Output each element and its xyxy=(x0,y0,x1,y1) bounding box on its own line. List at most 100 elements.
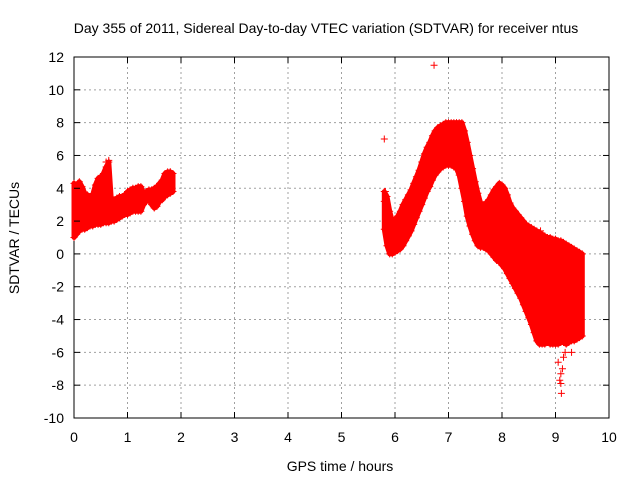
y-tick-label: 2 xyxy=(56,213,64,229)
data-point xyxy=(511,284,519,292)
y-tick-label: 12 xyxy=(48,49,64,65)
data-point xyxy=(557,380,565,388)
data-point xyxy=(485,196,493,204)
y-tick-label: 6 xyxy=(56,147,64,163)
data-point xyxy=(380,197,388,205)
data-point xyxy=(509,279,517,287)
data-point xyxy=(423,188,431,196)
data-point xyxy=(501,265,509,273)
data-point xyxy=(503,270,511,278)
data-point xyxy=(75,178,83,186)
y-axis-label: SDTVAR / TECUs xyxy=(6,182,22,294)
y-tick-label: 0 xyxy=(56,246,64,262)
data-point xyxy=(455,171,463,179)
data-point xyxy=(415,207,423,215)
data-point xyxy=(561,348,569,356)
data-point xyxy=(153,202,161,210)
data-point xyxy=(458,184,466,192)
data-point xyxy=(415,166,423,174)
data-point xyxy=(145,196,153,204)
data-point xyxy=(517,294,525,302)
data-point xyxy=(78,183,86,191)
data-point xyxy=(506,199,514,207)
data-point xyxy=(527,320,535,328)
x-tick-label: 9 xyxy=(552,429,560,445)
data-point xyxy=(537,227,545,235)
data-point xyxy=(402,237,410,245)
data-point xyxy=(89,191,97,199)
x-tick-label: 2 xyxy=(177,429,185,445)
y-tick-label: 10 xyxy=(48,82,64,98)
data-point xyxy=(522,307,530,315)
y-tick-label: -4 xyxy=(52,312,65,328)
data-point xyxy=(530,329,538,337)
x-tick-label: 7 xyxy=(445,429,453,445)
x-tick-label: 1 xyxy=(124,429,132,445)
y-tick-label: 4 xyxy=(56,180,64,196)
data-point xyxy=(386,207,394,215)
x-tick-label: 3 xyxy=(231,429,239,445)
x-tick-label: 8 xyxy=(498,429,506,445)
data-point xyxy=(556,376,564,384)
data-point xyxy=(166,168,174,176)
data-point xyxy=(463,212,471,220)
data-point xyxy=(404,191,412,199)
data-point xyxy=(158,176,166,184)
data-point xyxy=(557,370,565,378)
data-point xyxy=(471,178,479,186)
data-point xyxy=(461,127,469,135)
data-point xyxy=(525,314,533,322)
x-tick-label: 0 xyxy=(70,429,78,445)
x-tick-label: 6 xyxy=(391,429,399,445)
data-point xyxy=(519,301,527,309)
data-point xyxy=(487,191,495,199)
data-point xyxy=(503,191,511,199)
x-tick-label: 10 xyxy=(601,429,617,445)
data-point xyxy=(402,196,410,204)
data-point xyxy=(426,183,434,191)
data-point xyxy=(383,242,391,250)
data-point xyxy=(469,165,477,173)
x-tick-label: 4 xyxy=(284,429,292,445)
data-point xyxy=(420,150,428,158)
data-point xyxy=(412,173,420,181)
data-point xyxy=(412,214,420,222)
data-point xyxy=(466,222,474,230)
x-axis-label: GPS time / hours xyxy=(287,458,394,474)
data-point xyxy=(501,184,509,192)
data-point xyxy=(169,188,177,196)
data-point xyxy=(430,61,438,69)
data-point xyxy=(474,189,482,197)
data-point xyxy=(380,135,388,143)
data-point xyxy=(428,132,436,140)
chart-title: Day 355 of 2011, Sidereal Day-to-day VTE… xyxy=(74,20,578,36)
data-point xyxy=(420,194,428,202)
x-tick-label: 5 xyxy=(338,429,346,445)
data-point xyxy=(410,179,418,187)
data-point xyxy=(99,170,107,178)
data-point xyxy=(560,353,568,361)
data-point xyxy=(568,348,576,356)
data-point xyxy=(407,186,415,194)
data-point xyxy=(381,188,389,196)
data-point xyxy=(458,119,466,127)
data-point xyxy=(404,232,412,240)
data-point xyxy=(137,183,145,191)
y-tick-label: -2 xyxy=(52,279,65,295)
data-point xyxy=(428,176,436,184)
data-point xyxy=(394,212,402,220)
data-point xyxy=(399,201,407,209)
data-point xyxy=(466,151,474,159)
data-point xyxy=(514,289,522,297)
data-layer xyxy=(70,61,586,397)
data-point xyxy=(396,207,404,215)
data-point xyxy=(91,181,99,189)
y-tick-label: -8 xyxy=(52,377,65,393)
data-point xyxy=(469,230,477,238)
data-point xyxy=(578,332,586,340)
data-point xyxy=(383,192,391,200)
y-tick-label: -6 xyxy=(52,344,65,360)
data-point xyxy=(418,158,426,166)
data-point xyxy=(453,165,461,173)
